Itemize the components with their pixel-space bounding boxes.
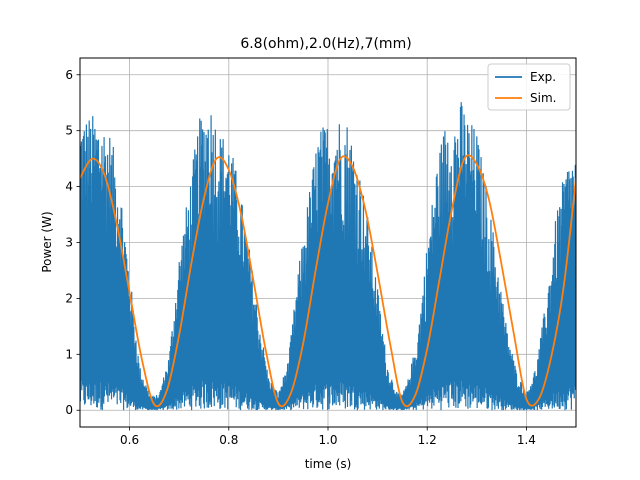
legend-label: Sim. — [530, 91, 556, 105]
x-tick-label: 0.8 — [219, 433, 238, 447]
legend-label: Exp. — [530, 70, 556, 84]
y-tick-label: 5 — [65, 124, 73, 138]
y-tick-label: 1 — [65, 347, 73, 361]
ticks: 0.6 0.8 1.0 1.2 1.4 0 1 2 3 4 5 6 — [65, 68, 536, 447]
x-tick-label: 1.2 — [418, 433, 437, 447]
x-tick-label: 0.6 — [120, 433, 139, 447]
legend: Exp. Sim. — [487, 63, 571, 111]
y-tick-label: 6 — [65, 68, 73, 82]
x-tick-label: 1.0 — [318, 433, 337, 447]
legend-box — [487, 63, 571, 111]
x-tick-label: 1.4 — [517, 433, 536, 447]
x-axis-label: time (s) — [305, 457, 352, 471]
series-line-sim — [80, 154, 576, 408]
y-tick-label: 3 — [65, 236, 73, 250]
y-axis-label: Power (W) — [40, 211, 54, 272]
y-tick-label: 4 — [65, 180, 73, 194]
chart-title: 6.8(ohm),2.0(Hz),7(mm) — [240, 36, 411, 52]
plot-area — [80, 102, 576, 411]
y-tick-label: 2 — [65, 291, 73, 305]
y-tick-label: 0 — [65, 403, 73, 417]
